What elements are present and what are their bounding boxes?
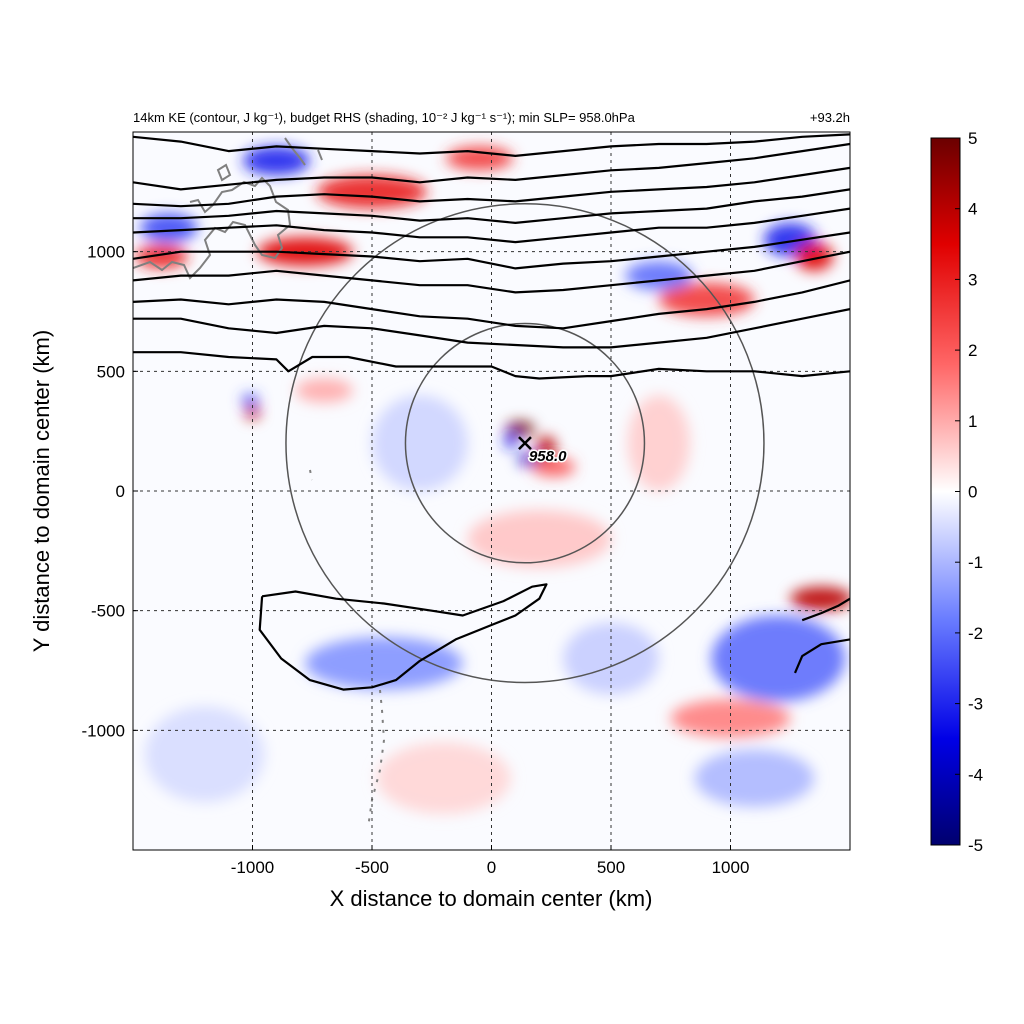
ke-contour-line <box>133 207 850 244</box>
shading-feature <box>372 395 468 491</box>
shading-feature <box>625 261 693 290</box>
ke-contour-line <box>133 250 850 294</box>
ke-contours <box>133 133 850 691</box>
ke-contour-line <box>133 351 850 380</box>
x-tick-label: 0 <box>487 858 496 877</box>
colorbar-tick-label: -4 <box>968 765 983 784</box>
y-tick-label: -1000 <box>82 721 125 740</box>
ke-contour-line <box>801 597 850 622</box>
colorbar-tick-label: -2 <box>968 624 983 643</box>
ke-contour-line <box>133 279 850 330</box>
min-slp-label: 958.0 <box>529 448 567 465</box>
y-tick-label: 0 <box>116 482 125 501</box>
shading-feature <box>376 742 511 815</box>
grid-lines <box>133 132 850 850</box>
shading-feature <box>295 378 353 403</box>
plot-area: 958.0 <box>133 132 850 850</box>
x-tick-label: 500 <box>597 858 625 877</box>
shading-feature <box>242 146 310 176</box>
shading-feature <box>305 636 463 690</box>
shading-feature <box>504 432 517 450</box>
shading-feature <box>467 510 611 568</box>
shading-feature <box>536 435 557 460</box>
chart-title: 14km KE (contour, J kg⁻¹), budget RHS (s… <box>133 110 636 125</box>
x-tick-label: 1000 <box>712 858 750 877</box>
forecast-time-label: +93.2h <box>810 110 850 125</box>
coastline-path <box>133 176 292 280</box>
x-axis-ticks: -1000 -500 0 500 1000 <box>231 845 750 877</box>
colorbar-tick-label: -1 <box>968 553 983 572</box>
shading-feature <box>144 706 265 803</box>
shading-feature <box>532 457 576 477</box>
ke-contour-line <box>133 133 850 157</box>
shading-feature <box>790 586 850 611</box>
shading-feature <box>795 242 834 271</box>
shading-feature <box>505 421 535 436</box>
y-axis-ticks: -1000 -500 0 500 1000 <box>82 243 138 740</box>
storm-center: 958.0 <box>518 436 569 467</box>
range-circle <box>285 203 765 684</box>
ke-contour-line <box>133 166 850 208</box>
colorbar-tick-label: 0 <box>968 483 977 502</box>
island-chain <box>309 469 386 829</box>
island-outline <box>216 137 323 182</box>
shading-feature <box>446 146 514 171</box>
colorbar-tick-label: 4 <box>968 200 977 219</box>
shading-feature <box>627 395 690 491</box>
coastline <box>133 137 386 829</box>
ke-contour-line <box>793 638 850 674</box>
range-circles <box>285 203 765 684</box>
shading-feature <box>140 213 198 243</box>
shading-feature <box>670 699 791 738</box>
colorbar-tick-label: 1 <box>968 412 977 431</box>
y-tick-label: 1000 <box>87 243 125 262</box>
ke-contour-line <box>258 583 548 691</box>
storm-center-marker <box>518 436 532 451</box>
shading-feature <box>694 749 815 807</box>
ke-contour-line <box>133 142 850 191</box>
colorbar: 5 4 3 2 1 0 -1 -2 -3 -4 -5 <box>930 129 983 855</box>
range-circle <box>404 322 646 564</box>
colorbar-tick-label: -3 <box>968 695 983 714</box>
shading-feature <box>241 394 259 407</box>
colorbar-tick-label: -5 <box>968 836 983 855</box>
x-axis-label: X distance to domain center (km) <box>330 886 653 911</box>
x-tick-label: -500 <box>355 858 389 877</box>
y-tick-label: 500 <box>97 362 125 381</box>
ke-contour-line <box>133 231 850 270</box>
colorbar-tick-label: 2 <box>968 341 977 360</box>
ke-contour-line <box>133 188 850 224</box>
colorbar-tick-label: 5 <box>968 129 977 148</box>
ke-contour-line <box>133 308 850 349</box>
colorbar-ticks: 5 4 3 2 1 0 -1 -2 -3 -4 -5 <box>955 129 983 855</box>
colorbar-tick-label: 3 <box>968 270 977 289</box>
y-axis-label: Y distance to domain center (km) <box>29 330 54 652</box>
x-tick-label: -1000 <box>231 858 274 877</box>
y-tick-label: -500 <box>91 602 125 621</box>
shading-feature <box>711 615 846 702</box>
